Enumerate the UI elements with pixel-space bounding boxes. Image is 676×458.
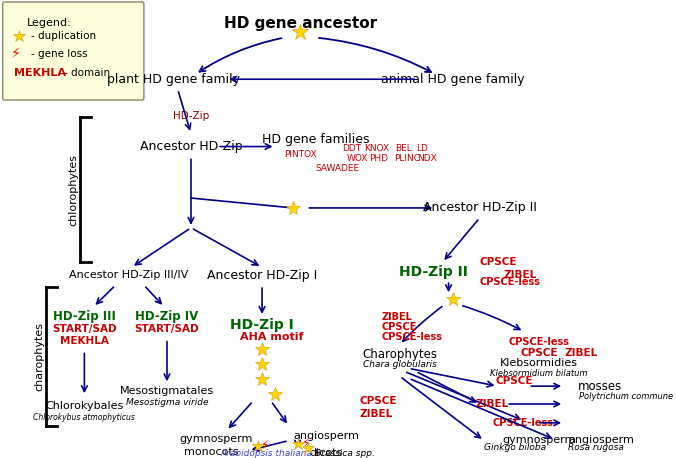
Text: monocots: monocots bbox=[184, 447, 238, 457]
Text: Mesostigmatales: Mesostigmatales bbox=[120, 386, 214, 396]
Text: Chlorokybales: Chlorokybales bbox=[45, 401, 124, 411]
Text: Brassica spp.: Brassica spp. bbox=[315, 449, 375, 458]
Text: CPSCE: CPSCE bbox=[360, 396, 397, 406]
Text: Chlorokybus atmophyticus: Chlorokybus atmophyticus bbox=[33, 414, 135, 422]
Text: angiosperm: angiosperm bbox=[569, 435, 634, 445]
Text: Rosa rugosa: Rosa rugosa bbox=[569, 443, 625, 452]
Text: - domain: - domain bbox=[64, 68, 110, 78]
Text: Ginkgo biloba: Ginkgo biloba bbox=[484, 443, 546, 452]
Text: CPSCE-less: CPSCE-less bbox=[382, 332, 443, 342]
Text: Ancestor HD-Zip: Ancestor HD-Zip bbox=[140, 140, 242, 153]
Text: HD-Zip IV: HD-Zip IV bbox=[135, 311, 199, 323]
Text: angiosperm: angiosperm bbox=[293, 431, 359, 441]
Text: HD gene ancestor: HD gene ancestor bbox=[224, 16, 377, 31]
FancyBboxPatch shape bbox=[3, 2, 144, 100]
Text: mosses: mosses bbox=[577, 380, 622, 393]
Text: CPSCE-less: CPSCE-less bbox=[493, 418, 554, 428]
Text: gymnosperm: gymnosperm bbox=[502, 435, 575, 445]
Text: START/SAD: START/SAD bbox=[52, 324, 117, 334]
Text: CPSCE: CPSCE bbox=[480, 257, 517, 267]
Text: ZIBEL: ZIBEL bbox=[475, 399, 508, 409]
Text: gymnosperm: gymnosperm bbox=[179, 434, 253, 444]
Text: WOX: WOX bbox=[346, 154, 368, 163]
Text: Legend:: Legend: bbox=[26, 18, 72, 28]
Text: plant HD gene family: plant HD gene family bbox=[107, 73, 240, 86]
Text: HD-Zip I: HD-Zip I bbox=[230, 318, 294, 332]
Text: Klebsormidies: Klebsormidies bbox=[500, 359, 578, 368]
Text: KNOX: KNOX bbox=[364, 144, 389, 153]
Text: AHA motif: AHA motif bbox=[240, 332, 304, 342]
Text: LD: LD bbox=[416, 144, 428, 153]
Text: Polytrichum commune: Polytrichum commune bbox=[579, 392, 673, 401]
Text: Chara globularis: Chara globularis bbox=[363, 360, 437, 369]
Text: Ancestor HD-Zip I: Ancestor HD-Zip I bbox=[207, 269, 317, 282]
Text: ⚡: ⚡ bbox=[11, 48, 21, 61]
Text: Mesostigma viride: Mesostigma viride bbox=[126, 398, 208, 407]
Text: Klebsormidium bilatum: Klebsormidium bilatum bbox=[490, 369, 588, 378]
Text: ZIBEL: ZIBEL bbox=[382, 312, 413, 322]
Text: PINTOX: PINTOX bbox=[284, 150, 317, 159]
Text: ZIBEL: ZIBEL bbox=[564, 348, 598, 358]
Text: BEL: BEL bbox=[395, 144, 412, 153]
Text: CPSCE: CPSCE bbox=[496, 376, 533, 386]
Text: HD-Zip II: HD-Zip II bbox=[399, 265, 468, 279]
Text: MEKHLA: MEKHLA bbox=[60, 336, 109, 346]
Text: HD-Zip: HD-Zip bbox=[173, 111, 209, 121]
Text: HD-Zip III: HD-Zip III bbox=[53, 311, 116, 323]
Text: Ancestor HD-Zip II: Ancestor HD-Zip II bbox=[422, 202, 537, 214]
Text: ⚡: ⚡ bbox=[261, 439, 270, 452]
Text: ⚡: ⚡ bbox=[302, 437, 311, 450]
Text: Charophytes: Charophytes bbox=[362, 348, 437, 361]
Text: - gene loss: - gene loss bbox=[31, 49, 88, 60]
Text: CPSCE: CPSCE bbox=[382, 322, 417, 332]
Text: DDT: DDT bbox=[342, 144, 361, 153]
Text: chlorophytes: chlorophytes bbox=[69, 154, 78, 226]
Text: charophytes: charophytes bbox=[34, 322, 44, 391]
Text: NDX: NDX bbox=[418, 154, 437, 163]
Text: PHD: PHD bbox=[368, 154, 387, 163]
Text: animal HD gene family: animal HD gene family bbox=[381, 73, 525, 86]
Text: Arabidopsis thaliana: Arabidopsis thaliana bbox=[220, 449, 312, 458]
Text: - duplication: - duplication bbox=[31, 31, 96, 41]
Text: PLINC: PLINC bbox=[394, 154, 420, 163]
Text: dicots: dicots bbox=[309, 447, 342, 458]
Text: Ancestor HD-Zip III/IV: Ancestor HD-Zip III/IV bbox=[69, 270, 189, 280]
Text: MEKHLA: MEKHLA bbox=[14, 68, 66, 78]
Text: CPSCE: CPSCE bbox=[521, 348, 558, 358]
Text: HD gene families: HD gene families bbox=[262, 133, 369, 146]
Text: CPSCE-less: CPSCE-less bbox=[480, 277, 541, 287]
Text: SAWADEE: SAWADEE bbox=[315, 164, 360, 173]
Text: ZIBEL: ZIBEL bbox=[504, 270, 537, 280]
Text: CPSCE-less: CPSCE-less bbox=[508, 337, 570, 347]
Text: ZIBEL: ZIBEL bbox=[360, 409, 393, 419]
Text: START/SAD: START/SAD bbox=[135, 324, 199, 334]
